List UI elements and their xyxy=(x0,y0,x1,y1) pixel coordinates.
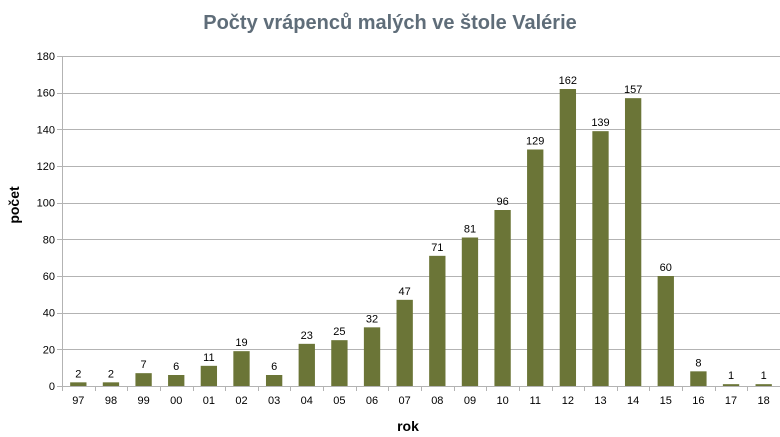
bar-05 xyxy=(331,340,348,386)
data-label-02: 19 xyxy=(235,337,247,349)
gridlines xyxy=(62,56,780,350)
bar-00 xyxy=(168,375,185,386)
x-tick-label: 99 xyxy=(137,395,149,407)
x-tick-label: 10 xyxy=(496,395,508,407)
data-label-08: 71 xyxy=(431,242,443,254)
x-tick-label: 97 xyxy=(72,395,84,407)
bar-08 xyxy=(429,255,446,386)
x-tick-label: 14 xyxy=(627,395,639,407)
x-tick-label: 04 xyxy=(301,395,313,407)
x-tick-label: 07 xyxy=(399,395,411,407)
bar-01 xyxy=(200,365,218,386)
bar-12 xyxy=(559,89,577,386)
data-label-16: 8 xyxy=(695,357,701,369)
data-label-09: 81 xyxy=(464,224,476,236)
y-tick-label: 160 xyxy=(37,88,55,100)
x-tick-label: 02 xyxy=(235,395,247,407)
y-tick-label: 180 xyxy=(37,51,55,63)
data-label-06: 32 xyxy=(366,313,378,325)
x-tick-label: 01 xyxy=(203,395,215,407)
x-tick-label: 13 xyxy=(594,395,606,407)
y-tick-label: 40 xyxy=(43,308,55,320)
data-label-98: 2 xyxy=(108,368,114,380)
data-label-05: 25 xyxy=(333,326,345,338)
bar-99 xyxy=(135,373,152,386)
bar-06 xyxy=(363,327,381,386)
x-tick-label: 16 xyxy=(692,395,704,407)
bar-03 xyxy=(265,375,283,386)
bar-10 xyxy=(494,210,511,386)
bar-17 xyxy=(722,384,740,386)
x-tick-label: 17 xyxy=(725,395,737,407)
bar-02 xyxy=(233,351,250,386)
bar-14 xyxy=(624,98,642,387)
data-label-17: 1 xyxy=(728,370,734,382)
data-label-12: 162 xyxy=(559,75,577,87)
data-label-14: 157 xyxy=(624,84,642,96)
bar-04 xyxy=(298,343,315,386)
data-label-18: 1 xyxy=(761,370,767,382)
bar-15 xyxy=(657,276,674,386)
y-axis-title: počet xyxy=(6,186,22,224)
y-tick-label: 120 xyxy=(37,161,55,173)
data-label-03: 6 xyxy=(271,361,277,373)
x-tick-label: 11 xyxy=(530,395,541,407)
bar-07 xyxy=(396,299,413,386)
x-tick-label: 09 xyxy=(464,395,476,407)
bar-16 xyxy=(690,371,707,386)
data-label-97: 2 xyxy=(75,368,81,380)
y-tick-label: 0 xyxy=(49,381,55,393)
data-label-10: 96 xyxy=(496,196,508,208)
x-tick-label: 08 xyxy=(431,395,443,407)
bar-13 xyxy=(592,131,609,386)
x-tick-label: 18 xyxy=(758,395,770,407)
y-tick-label: 140 xyxy=(37,124,55,136)
x-tick-label: 12 xyxy=(562,395,574,407)
x-axis-title: rok xyxy=(397,418,419,434)
y-tick-label: 100 xyxy=(37,198,55,210)
bar-98 xyxy=(102,382,120,386)
data-label-99: 7 xyxy=(141,359,147,371)
x-tick-label: 06 xyxy=(366,395,378,407)
chart-title: Počty vrápenců malých ve štole Valérie xyxy=(203,12,577,34)
x-tick-label: 00 xyxy=(170,395,182,407)
data-label-01: 11 xyxy=(203,352,214,364)
bars xyxy=(70,89,772,387)
data-label-04: 23 xyxy=(301,330,313,342)
bar-09 xyxy=(461,237,479,386)
data-label-13: 139 xyxy=(591,117,609,129)
bar-97 xyxy=(70,382,87,386)
data-label-15: 60 xyxy=(660,262,672,274)
x-tick-label: 15 xyxy=(660,395,672,407)
x-tick-label: 05 xyxy=(333,395,345,407)
data-label-07: 47 xyxy=(399,286,411,298)
data-label-00: 6 xyxy=(173,361,179,373)
bar-18 xyxy=(755,384,772,386)
bar-11 xyxy=(527,149,544,386)
data-label-11: 129 xyxy=(526,136,544,148)
x-tick-label: 03 xyxy=(268,395,280,407)
y-tick-label: 20 xyxy=(43,344,55,356)
y-tick-label: 80 xyxy=(43,234,55,246)
x-tick-label: 98 xyxy=(105,395,117,407)
y-tick-label: 60 xyxy=(43,271,55,283)
